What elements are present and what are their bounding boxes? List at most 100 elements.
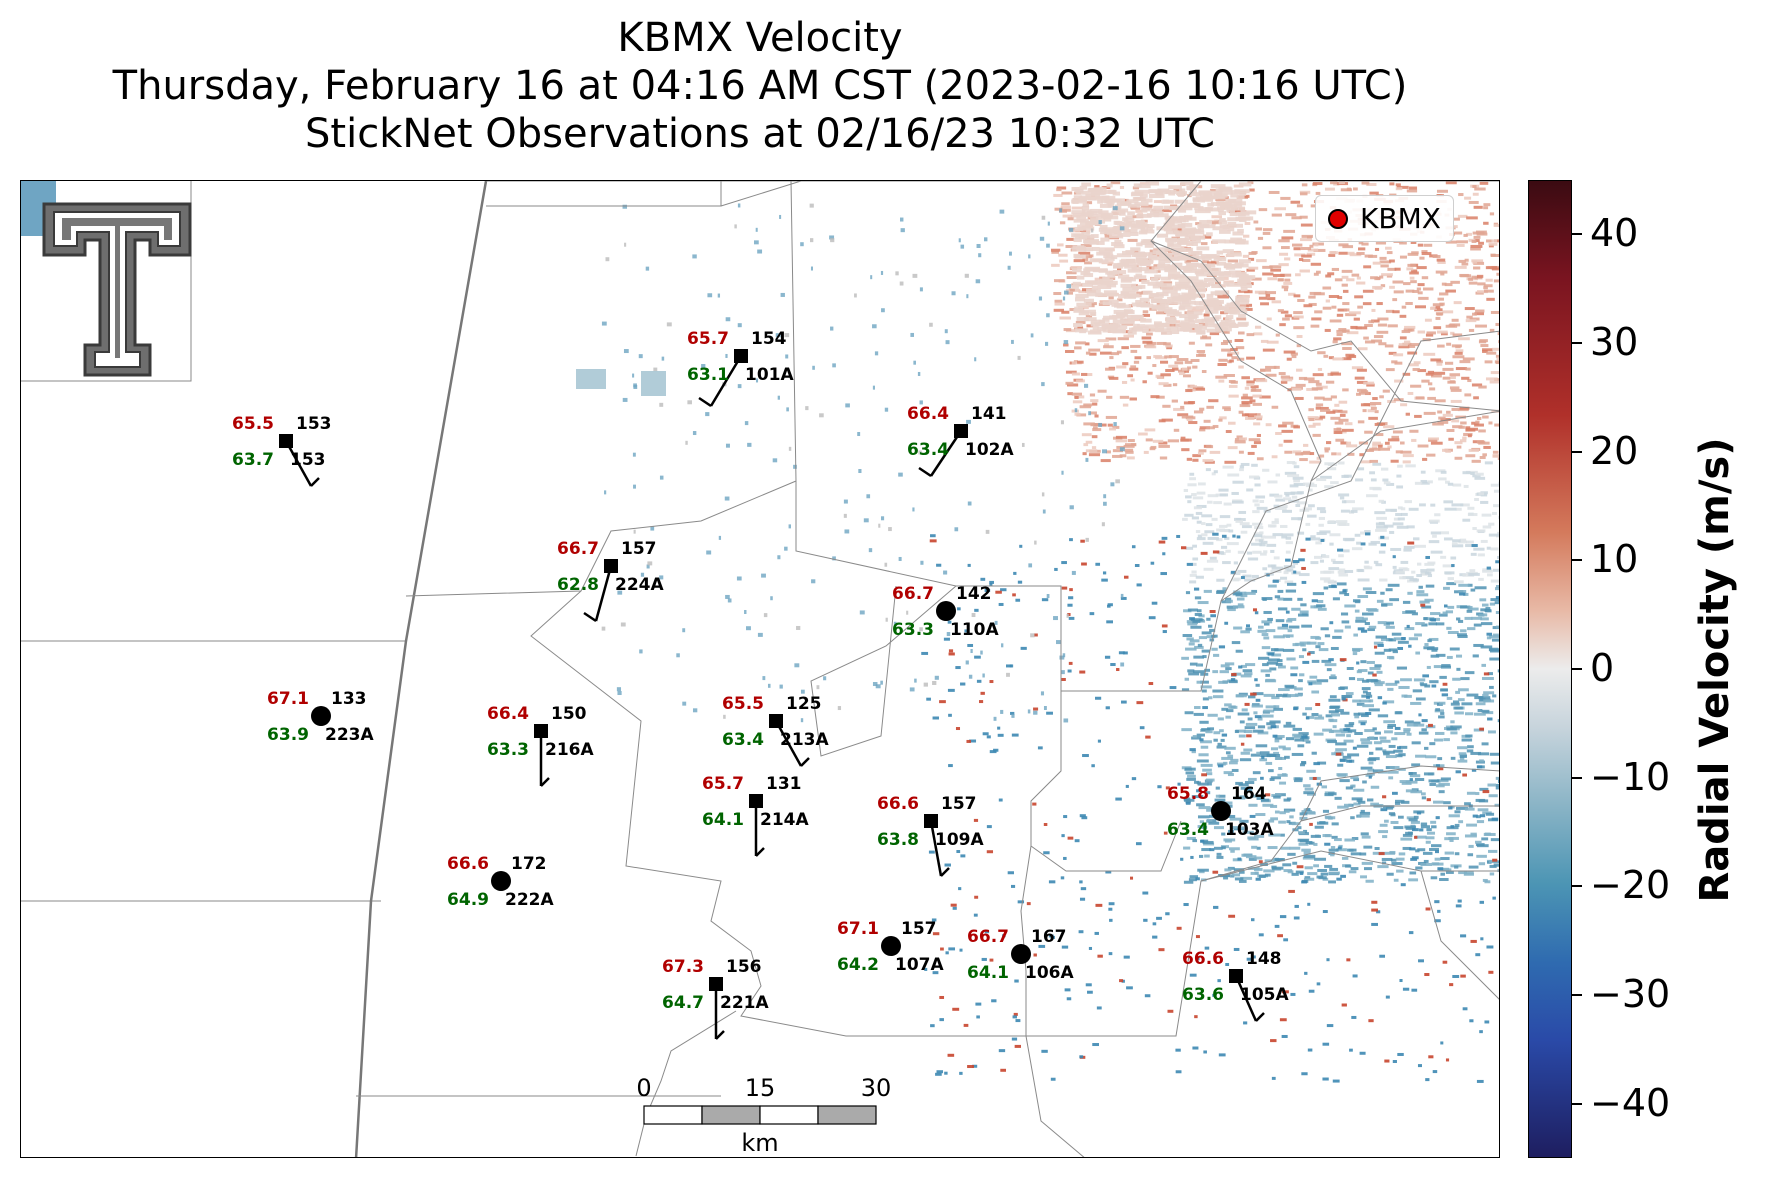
station-id: 153 — [290, 450, 326, 470]
station-wind-direction: 164 — [1231, 784, 1267, 804]
station-circle-marker — [1011, 944, 1031, 964]
colorbar-tick — [1572, 776, 1582, 779]
station-id: 224A — [615, 575, 664, 595]
radar-map[interactable]: 65.7 154 63.1 101A 65.5 153 63.7 153 66.4 141 63.4… — [20, 180, 1500, 1158]
station-circle-marker — [1211, 801, 1231, 821]
station-id: 103A — [1225, 820, 1274, 840]
station-id: 102A — [965, 440, 1014, 460]
wind-barb-flag — [583, 611, 597, 623]
colorbar-tick-label: −40 — [1590, 1080, 1671, 1125]
wind-barb — [929, 820, 943, 877]
station-id: 214A — [760, 810, 809, 830]
station-107A[interactable]: 67.1 157 64.2 107A — [837, 919, 944, 975]
station-square-marker — [709, 977, 723, 991]
station-temperature: 65.7 — [687, 329, 729, 349]
texas-tech-double-t-logo — [42, 202, 192, 377]
colorbar-tick-label: −20 — [1590, 863, 1671, 908]
station-dewpoint: 64.9 — [447, 890, 489, 910]
colorbar-tick — [1572, 450, 1582, 453]
station-223A[interactable]: 67.1 133 63.9 223A — [267, 689, 374, 745]
wind-barb-flag — [940, 867, 950, 877]
station-wind-direction: 125 — [786, 694, 822, 714]
station-circle-marker — [936, 601, 956, 621]
station-square-marker — [534, 724, 548, 738]
station-wind-direction: 157 — [941, 794, 977, 814]
station-153[interactable]: 65.5 153 63.7 153 — [232, 414, 332, 487]
station-square-marker — [954, 424, 968, 438]
station-wind-direction: 167 — [1031, 927, 1067, 947]
station-id: 223A — [325, 725, 374, 745]
map-subtitle-time: Thursday, February 16 at 04:16 AM CST (2… — [112, 63, 1408, 109]
station-109A[interactable]: 66.6 157 63.8 109A — [877, 794, 984, 877]
station-temperature: 67.1 — [267, 689, 309, 709]
colorbar-tick-label: 10 — [1590, 537, 1639, 582]
station-dewpoint: 64.1 — [967, 963, 1009, 983]
station-103A[interactable]: 65.8 164 63.4 103A — [1167, 784, 1274, 840]
wind-barb — [774, 720, 803, 767]
kbmx-marker-icon — [1328, 208, 1348, 229]
legend: KBMX — [1315, 195, 1454, 242]
scale-label-0: 0 — [636, 1074, 651, 1102]
scale-label-30: 30 — [861, 1074, 892, 1102]
station-id: 109A — [935, 830, 984, 850]
station-id: 107A — [895, 955, 944, 975]
station-id: 216A — [545, 740, 594, 760]
station-circle-marker — [311, 706, 331, 726]
colorbar-tick — [1572, 559, 1582, 562]
station-106A[interactable]: 66.7 167 64.1 106A — [967, 927, 1074, 983]
station-id: 105A — [1240, 985, 1289, 1005]
station-temperature: 66.4 — [907, 404, 949, 424]
colorbar — [1528, 180, 1572, 1158]
wind-barb-flag — [715, 1030, 725, 1040]
station-square-marker — [734, 349, 748, 363]
station-wind-direction: 142 — [956, 584, 992, 604]
wind-barb — [709, 355, 743, 407]
station-square-marker — [924, 814, 938, 828]
station-square-marker — [769, 714, 783, 728]
station-id: 213A — [780, 730, 829, 750]
station-wind-direction: 133 — [331, 689, 367, 709]
station-216A[interactable]: 66.4 150 63.3 216A — [487, 704, 594, 787]
station-dewpoint: 63.4 — [722, 730, 764, 750]
map-canvas: 65.7 154 63.1 101A 65.5 153 63.7 153 66.4 141 63.4… — [21, 181, 1499, 1157]
wind-barb-flag — [310, 477, 320, 487]
colorbar-tick — [1572, 233, 1582, 236]
station-224A[interactable]: 66.7 157 62.8 224A — [557, 539, 664, 623]
station-213A[interactable]: 65.5 125 63.4 213A — [722, 694, 829, 767]
station-circle-marker — [881, 936, 901, 956]
scale-bar: 0 15 30 km — [636, 1074, 891, 1157]
station-221A[interactable]: 67.3 156 64.7 221A — [662, 957, 769, 1040]
wind-barb-flag — [755, 847, 765, 857]
station-222A[interactable]: 66.6 172 64.9 222A — [447, 854, 554, 910]
station-temperature: 66.4 — [487, 704, 529, 724]
station-square-marker — [1229, 969, 1243, 983]
station-wind-direction: 131 — [766, 774, 802, 794]
station-dewpoint: 63.8 — [877, 830, 919, 850]
station-101A[interactable]: 65.7 154 63.1 101A — [687, 329, 794, 408]
colorbar-tick — [1572, 885, 1582, 888]
scale-unit: km — [741, 1129, 778, 1157]
station-temperature: 65.7 — [702, 774, 744, 794]
colorbar-title: Radial Velocity (m/s) — [1692, 437, 1738, 903]
station-214A[interactable]: 65.7 131 64.1 214A — [702, 774, 809, 857]
station-temperature: 67.1 — [837, 919, 879, 939]
station-temperature: 66.7 — [892, 584, 934, 604]
station-wind-direction: 141 — [971, 404, 1007, 424]
station-dewpoint: 64.1 — [702, 810, 744, 830]
map-title: KBMX Velocity — [617, 15, 903, 61]
colorbar-tick — [1572, 994, 1582, 996]
station-105A[interactable]: 66.6 148 63.6 105A — [1182, 949, 1289, 1022]
station-wind-direction: 157 — [901, 919, 937, 939]
station-temperature: 65.8 — [1167, 784, 1209, 804]
colorbar-tick-label: 0 — [1590, 646, 1615, 690]
station-square-marker — [604, 559, 618, 573]
station-id: 221A — [720, 993, 769, 1013]
wind-barb-flag — [918, 466, 932, 478]
station-110A[interactable]: 66.7 142 63.3 110A — [892, 584, 999, 640]
station-circle-marker — [491, 871, 511, 891]
colorbar-tick-label: 40 — [1590, 211, 1639, 256]
station-id: 222A — [505, 890, 554, 910]
colorbar-tick — [1572, 1102, 1582, 1105]
station-102A[interactable]: 66.4 141 63.4 102A — [907, 404, 1014, 478]
station-id: 106A — [1025, 963, 1074, 983]
